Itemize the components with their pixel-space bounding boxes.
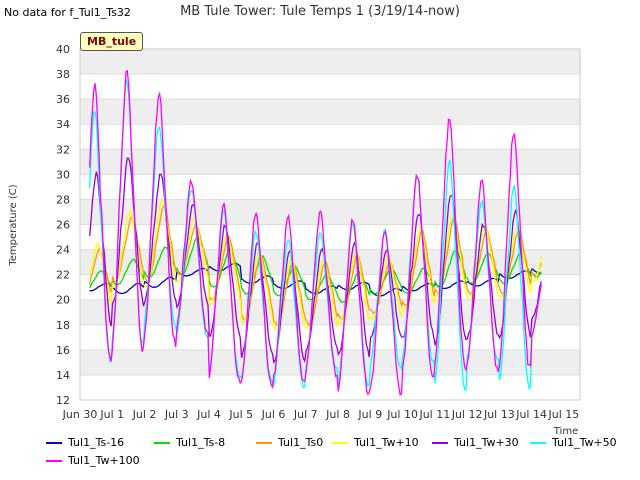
grid-band [80,99,580,125]
x-tick-label: Jul 14 [515,408,547,421]
x-tick-label: Jul 4 [196,408,221,421]
no-data-notice: No data for f_Tul1_Ts32 [4,6,131,19]
y-axis: 12 14 16 18 20 22 24 26 28 30 32 34 36 38 40 [56,43,70,407]
grid-band [80,349,580,375]
x-tick-label: Jul 9 [357,408,382,421]
legend-label: Tul1_Tw+30 [454,436,519,449]
legend-item: Tul1_Tw+10 [332,436,419,449]
legend-item: Tul1_Tw+30 [432,436,519,449]
y-tick-label: 34 [56,118,70,131]
y-tick-label: 18 [56,319,70,332]
legend-label: Tul1_Tw+10 [354,436,419,449]
x-tick-label: Jul 10 [386,408,418,421]
x-tick-label: Jul 15 [547,408,579,421]
legend-swatch [154,442,170,444]
legend-swatch [332,442,348,444]
plot-frame [79,48,581,401]
x-tick-label: Jul 5 [228,408,253,421]
y-tick-label: 14 [56,369,70,382]
y-tick-label: 32 [56,143,70,156]
y-tick-label: 28 [56,193,70,206]
station-tag: MB_tule [80,32,144,51]
legend-item: Tul1_Tw+50 [530,436,617,449]
x-axis-label: Time [553,426,578,437]
series-line-tul1-tw-100 [89,69,542,396]
x-tick-label: Jul 12 [451,408,483,421]
grid-band [80,49,580,75]
x-tick-label: Jul 2 [132,408,157,421]
legend-swatch [256,442,272,444]
y-tick-label: 16 [56,344,70,357]
legend-label: Tul1_Ts0 [278,436,324,449]
legend-swatch [530,442,546,444]
legend-item: Tul1_Ts0 [256,436,323,449]
y-tick-label: 38 [56,68,70,81]
x-tick-label: Jul 3 [164,408,189,421]
y-tick-label: 36 [56,93,70,106]
y-tick-label: 12 [56,394,70,407]
x-tick-label: Jul 13 [483,408,515,421]
x-tick-label: Jun 30 [62,408,98,421]
y-axis-label: Temperature (C) [8,184,19,266]
x-tick-label: Jul 1 [99,408,124,421]
y-tick-label: 26 [56,219,70,232]
legend-label: Tul1_Tw+100 [68,454,140,467]
series-lines [89,69,542,396]
legend-swatch [46,442,62,444]
legend-swatch [432,442,448,444]
legend-label: Tul1_Ts-16 [68,436,125,449]
x-tick-label: Jul 7 [293,408,318,421]
legend-item: Tul1_Ts-16 [46,436,124,449]
y-tick-label: 40 [56,43,70,56]
y-tick-label: 30 [56,168,70,181]
legend-label: Tul1_Tw+50 [552,436,617,449]
legend-swatch [46,460,62,462]
x-tick-label: Jul 8 [325,408,350,421]
x-axis: Jun 30 Jul 1 Jul 2 Jul 3 Jul 4 Jul 5 Jul 6 Jul … [62,408,580,421]
x-tick-label: Jul 11 [418,408,450,421]
legend-label: Tul1_Ts-8 [176,436,226,449]
y-tick-label: 22 [56,269,70,282]
chart-title: MB Tule Tower: Tule Temps 1 (3/19/14-now… [180,4,460,19]
legend-item: Tul1_Tw+100 [46,454,140,467]
legend-item: Tul1_Ts-8 [154,436,225,449]
y-tick-label: 24 [56,244,70,257]
x-tick-label: Jul 6 [261,408,286,421]
y-tick-label: 20 [56,294,70,307]
